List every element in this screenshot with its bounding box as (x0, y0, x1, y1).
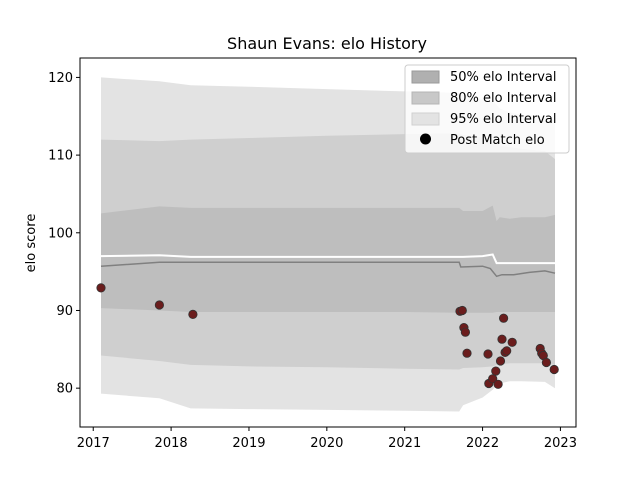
axes-frame (79, 57, 577, 428)
legend-label-50: 50% elo Interval (450, 70, 557, 85)
legend-swatch-80 (411, 91, 440, 105)
post-match-point (541, 357, 552, 368)
post-match-point (497, 334, 507, 344)
y-axis-ticks: 80 90 100 110 120 (48, 71, 80, 397)
legend-marker-point (420, 133, 431, 145)
x-tick-label: 2018 (155, 436, 188, 451)
post-match-point (493, 379, 503, 389)
post-match-point (502, 346, 512, 356)
x-tick-label: 2020 (310, 436, 343, 451)
mean-elo-line (100, 261, 556, 278)
x-tick-label: 2021 (388, 436, 421, 451)
post-match-point (491, 366, 501, 376)
legend-swatch-95 (411, 112, 440, 126)
post-match-point (549, 364, 559, 375)
x-tick-label: 2023 (544, 436, 577, 451)
post-match-point (460, 327, 470, 337)
legend-label-80: 80% elo Interval (450, 91, 557, 106)
post-match-point (498, 313, 509, 323)
legend-label-point: Post Match elo (450, 133, 545, 148)
y-tick-label: 80 (56, 382, 73, 397)
chart-title: Shaun Evans: elo History (227, 34, 427, 53)
band-50-interval (101, 205, 555, 313)
legend: 50% elo Interval 80% elo Interval 95% el… (404, 64, 570, 154)
y-tick-label: 110 (48, 149, 73, 164)
x-tick-label: 2022 (466, 436, 499, 451)
x-tick-label: 2019 (232, 436, 265, 451)
median-elo-line (100, 253, 555, 265)
y-tick-label: 120 (48, 71, 73, 86)
y-axis-label: elo score (24, 214, 39, 273)
legend-box (404, 64, 570, 154)
x-tick-label: 2017 (77, 436, 110, 451)
post-match-point (462, 348, 472, 358)
post-match-point (488, 374, 498, 384)
plot-area (96, 77, 559, 412)
post-match-points (96, 283, 559, 389)
post-match-point (96, 283, 106, 293)
post-match-point (188, 309, 198, 319)
y-tick-label: 90 (56, 304, 73, 319)
post-match-point (457, 305, 467, 316)
y-tick-label: 100 (48, 226, 73, 241)
post-match-point (507, 337, 517, 347)
post-match-point (154, 300, 164, 310)
legend-swatch-50 (411, 70, 440, 84)
post-match-point (495, 356, 506, 366)
post-match-point (483, 349, 493, 359)
x-axis-ticks: 2017 2018 2019 2020 2021 2022 2023 (77, 427, 577, 451)
legend-label-95: 95% elo Interval (450, 112, 557, 127)
